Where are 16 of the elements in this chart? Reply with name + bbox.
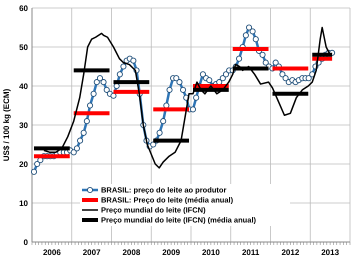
- y-tick-label: 50: [19, 42, 29, 52]
- x-tick-label: 2008: [122, 248, 141, 257]
- y-tick-label: 40: [19, 82, 29, 91]
- x-tick-label: 2012: [281, 248, 300, 257]
- x-tick-label: 2013: [321, 248, 340, 257]
- x-tick-label: 2011: [242, 248, 260, 257]
- y-tick-label: 30: [19, 120, 29, 130]
- y-axis-title: US$ / 100 kg (ECM): [2, 88, 11, 162]
- y-tick-label: 0: [24, 238, 29, 247]
- x-tick-label: 2007: [82, 248, 102, 257]
- x-tick-label: 2009: [162, 248, 181, 257]
- y-tick-label: 10: [19, 198, 29, 208]
- x-tick-label: 2010: [202, 248, 220, 257]
- y-tick-label: 60: [19, 4, 29, 13]
- x-tick-label: 2006: [42, 248, 62, 257]
- y-tick-label: 20: [19, 160, 29, 169]
